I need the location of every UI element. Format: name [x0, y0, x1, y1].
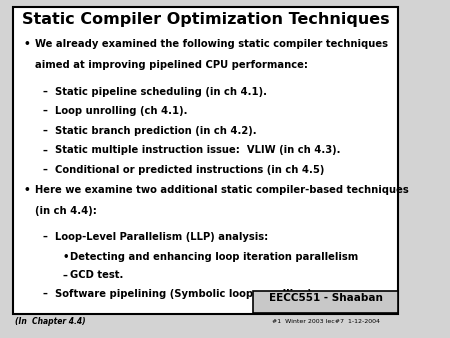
Text: –: – — [43, 165, 48, 175]
Text: Here we examine two additional static compiler-based techniques: Here we examine two additional static co… — [35, 185, 409, 195]
Text: Detecting and enhancing loop iteration parallelism: Detecting and enhancing loop iteration p… — [70, 252, 359, 262]
Text: –: – — [43, 232, 48, 242]
Text: (In  Chapter 4.4): (In Chapter 4.4) — [15, 317, 86, 326]
FancyBboxPatch shape — [253, 291, 398, 313]
Text: •: • — [63, 252, 69, 262]
Text: Software pipelining (Symbolic loop unrolling).: Software pipelining (Symbolic loop unrol… — [54, 289, 315, 299]
Text: Static Compiler Optimization Techniques: Static Compiler Optimization Techniques — [22, 12, 390, 27]
Text: –: – — [43, 126, 48, 136]
Text: Loop-Level Parallelism (LLP) analysis:: Loop-Level Parallelism (LLP) analysis: — [54, 232, 268, 242]
Text: –: – — [43, 106, 48, 116]
Text: Loop unrolling (ch 4.1).: Loop unrolling (ch 4.1). — [54, 106, 187, 116]
Text: –: – — [43, 87, 48, 97]
Text: Static pipeline scheduling (in ch 4.1).: Static pipeline scheduling (in ch 4.1). — [54, 87, 266, 97]
Text: –: – — [63, 270, 68, 281]
Text: #1  Winter 2003 lec#7  1-12-2004: #1 Winter 2003 lec#7 1-12-2004 — [272, 319, 380, 324]
Text: GCD test.: GCD test. — [70, 270, 124, 281]
Text: –: – — [43, 145, 48, 155]
Text: We already examined the following static compiler techniques: We already examined the following static… — [35, 39, 388, 49]
Text: aimed at improving pipelined CPU performance:: aimed at improving pipelined CPU perform… — [35, 60, 308, 70]
Text: Static multiple instruction issue:  VLIW (in ch 4.3).: Static multiple instruction issue: VLIW … — [54, 145, 340, 155]
Text: (in ch 4.4):: (in ch 4.4): — [35, 206, 97, 216]
Text: Static branch prediction (in ch 4.2).: Static branch prediction (in ch 4.2). — [54, 126, 256, 136]
Text: Conditional or predicted instructions (in ch 4.5): Conditional or predicted instructions (i… — [54, 165, 324, 175]
Text: –: – — [43, 289, 48, 299]
FancyBboxPatch shape — [14, 7, 398, 314]
Text: EECC551 - Shaaban: EECC551 - Shaaban — [269, 293, 382, 303]
Text: •: • — [23, 185, 30, 195]
Text: •: • — [23, 39, 30, 49]
